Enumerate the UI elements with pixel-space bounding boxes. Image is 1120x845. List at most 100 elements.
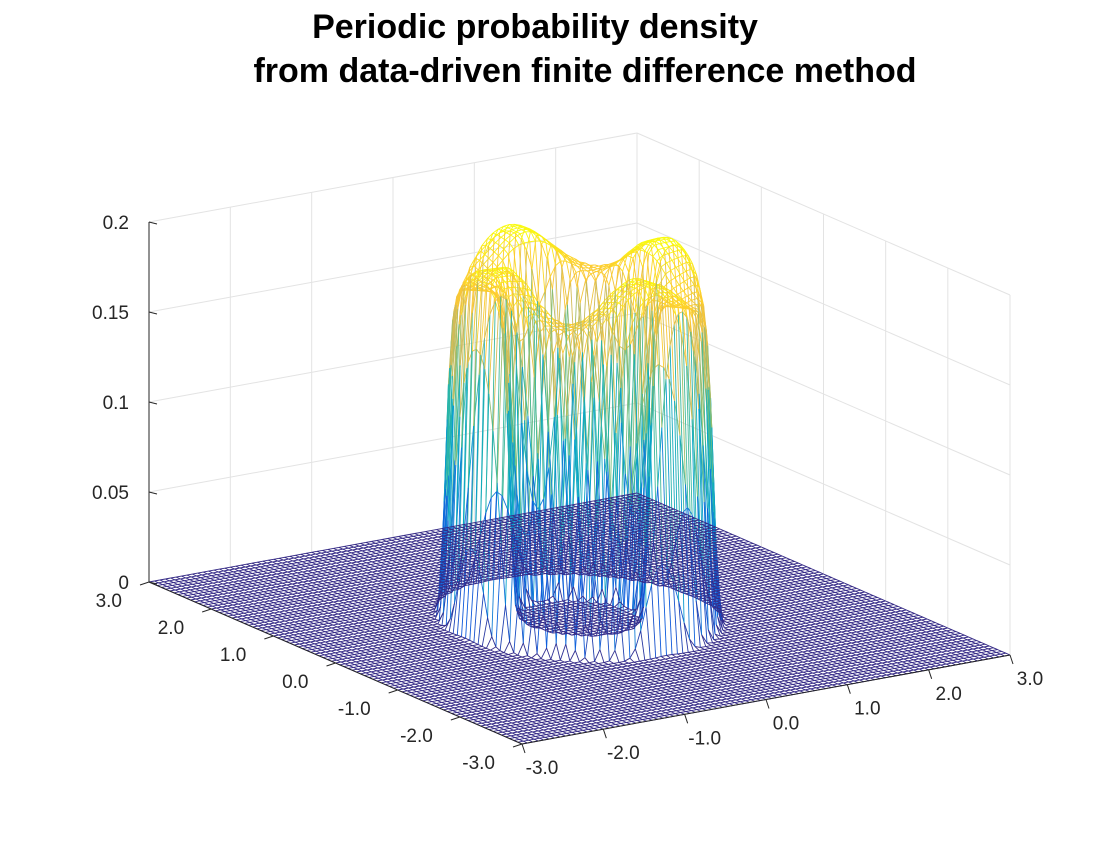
surface-mesh-segment <box>934 658 939 659</box>
surface-mesh-segment <box>725 595 729 597</box>
surface-mesh-segment <box>980 645 984 647</box>
surface-mesh-segment <box>851 665 856 666</box>
surface-mesh-segment <box>735 605 740 606</box>
surface-mesh-segment <box>729 553 733 555</box>
surface-mesh-segment <box>921 643 925 645</box>
surface-mesh-segment <box>861 610 866 611</box>
surface-mesh-segment <box>831 633 836 634</box>
surface-mesh-segment <box>716 537 720 539</box>
surface-mesh-segment <box>770 614 774 616</box>
surface-mesh-segment <box>729 693 734 694</box>
surface-mesh-segment <box>790 669 795 670</box>
surface-mesh-segment <box>754 583 759 584</box>
surface-mesh-segment <box>851 633 855 635</box>
surface-mesh-segment <box>799 617 803 619</box>
surface-mesh-segment <box>779 692 783 694</box>
surface-mesh-segment <box>843 618 848 619</box>
surface-mesh-segment <box>795 614 800 615</box>
surface-mesh-segment <box>836 590 840 592</box>
surface-mesh-segment <box>666 689 671 690</box>
surface-mesh-segment <box>885 634 889 636</box>
surface-mesh-segment <box>835 626 839 628</box>
surface-mesh-segment <box>683 707 687 709</box>
surface-mesh-segment <box>816 591 820 593</box>
surface-mesh-segment <box>755 658 759 660</box>
surface-mesh-segment <box>737 610 741 612</box>
surface-mesh-segment <box>910 634 915 635</box>
surface-mesh-segment <box>869 637 873 639</box>
surface-mesh-segment <box>721 656 726 657</box>
surface-mesh-segment <box>733 685 737 687</box>
surface-mesh-segment <box>775 603 779 605</box>
surface-mesh-segment <box>914 637 918 639</box>
surface-mesh-segment <box>784 584 788 586</box>
surface-mesh-segment <box>758 598 763 599</box>
surface-mesh-segment <box>801 644 806 645</box>
surface-mesh-segment <box>726 634 731 635</box>
surface-mesh-segment <box>791 612 796 613</box>
surface-mesh-segment <box>673 676 677 678</box>
surface-mesh-segment <box>799 584 803 586</box>
surface-mesh-segment <box>933 662 937 664</box>
surface-mesh-segment <box>892 640 898 641</box>
surface-mesh-segment <box>957 661 962 662</box>
surface-mesh-segment <box>843 595 848 596</box>
surface-mesh-segment <box>728 643 732 645</box>
surface-mesh-segment <box>797 599 801 601</box>
surface-mesh-segment <box>722 643 728 644</box>
surface-mesh-segment <box>901 621 905 623</box>
surface-mesh-segment <box>712 699 716 701</box>
surface-mesh-segment <box>710 682 714 684</box>
surface-mesh-segment <box>807 687 811 689</box>
surface-mesh-segment <box>890 667 894 669</box>
surface-mesh-segment <box>771 635 775 637</box>
surface-mesh-segment <box>881 612 885 614</box>
surface-mesh-segment <box>791 569 796 570</box>
surface-mesh-segment <box>732 567 737 568</box>
surface-mesh-segment <box>802 631 807 632</box>
surface-mesh-segment <box>761 657 765 659</box>
surface-mesh-segment <box>819 606 823 608</box>
surface-mesh-segment <box>776 590 780 592</box>
surface-mesh-segment <box>795 581 800 582</box>
surface-mesh-segment <box>890 646 894 648</box>
surface-mesh-segment <box>885 614 889 616</box>
surface-mesh-segment <box>878 670 883 671</box>
surface-mesh-segment <box>792 610 796 612</box>
surface-mesh-segment <box>834 658 839 659</box>
surface-mesh-segment <box>818 671 823 672</box>
surface-mesh-segment <box>966 642 971 643</box>
surface-mesh-segment <box>813 663 817 665</box>
surface-mesh-segment <box>962 640 967 641</box>
surface-mesh-segment <box>764 627 769 628</box>
surface-mesh-segment <box>904 659 908 661</box>
surface-mesh-segment <box>976 642 981 643</box>
surface-mesh-segment <box>791 590 795 592</box>
surface-mesh-segment <box>752 652 757 653</box>
surface-mesh-segment <box>743 695 748 696</box>
surface-mesh-segment <box>662 697 667 698</box>
surface-mesh-segment <box>757 568 761 570</box>
surface-mesh-segment <box>694 704 699 705</box>
surface-mesh-segment <box>739 617 744 618</box>
surface-mesh <box>149 224 1010 744</box>
surface-mesh-segment <box>893 671 897 673</box>
surface-mesh-segment <box>714 660 718 662</box>
surface-mesh-segment <box>687 654 693 655</box>
surface-mesh-segment <box>772 641 777 642</box>
surface-mesh-segment <box>748 685 752 687</box>
surface-mesh-segment <box>746 656 751 657</box>
surface-mesh-segment <box>767 652 772 653</box>
surface-mesh-segment <box>932 640 937 641</box>
surface-mesh-segment <box>777 664 781 666</box>
surface-mesh-segment <box>845 593 849 595</box>
surface-mesh-segment <box>800 657 805 658</box>
surface-mesh-segment <box>851 622 856 623</box>
surface-mesh-segment <box>782 642 787 643</box>
surface-mesh-segment <box>846 634 850 636</box>
surface-mesh-segment <box>809 594 815 595</box>
surface-mesh-segment <box>782 686 786 688</box>
surface-mesh-segment <box>756 591 760 593</box>
surface-mesh-segment <box>793 630 798 631</box>
surface-mesh-segment <box>827 685 832 686</box>
